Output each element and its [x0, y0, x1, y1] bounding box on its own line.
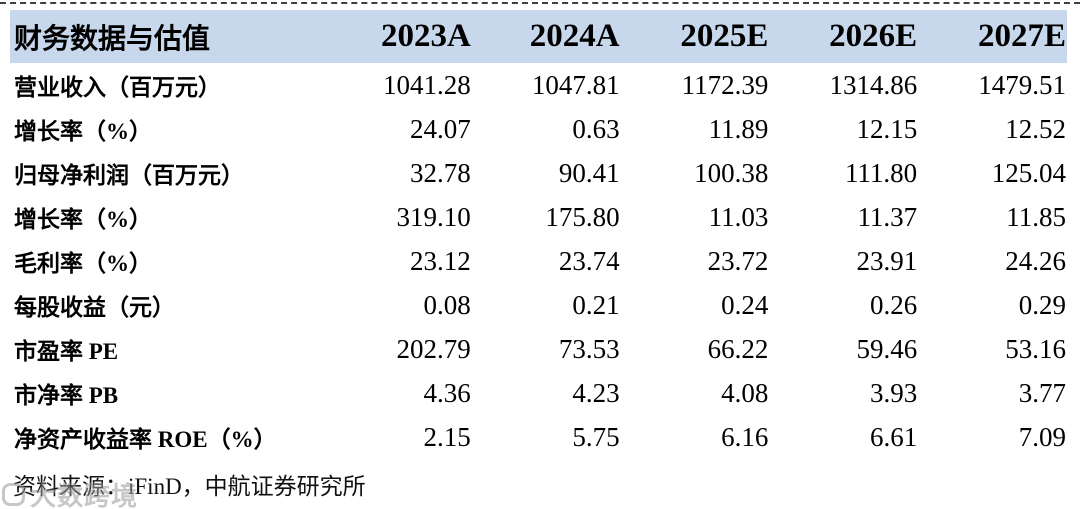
cell-value: 0.24: [721, 289, 769, 320]
cell-value: 11.37: [857, 201, 918, 232]
table-row-revenue-growth: 增长率（%） 24.07 0.63 11.89 12.15 12.52: [10, 107, 1067, 151]
table-row-eps: 每股收益（元） 0.08 0.21 0.24 0.26 0.29: [10, 283, 1067, 327]
cell-value: 3.93: [869, 377, 918, 408]
row-label: 归母净利润（百万元）: [14, 163, 244, 188]
cell-value: 202.79: [396, 333, 471, 364]
row-label: 增长率（%）: [14, 119, 152, 144]
cell-value: 11.03: [708, 201, 769, 232]
table-header-row: 财务数据与估值 2023A 2024A 2025E 2026E 2027E: [10, 10, 1067, 63]
cell-value: 1172.39: [681, 69, 769, 100]
cell-value: 66.22: [707, 333, 769, 364]
cell-value: 23.72: [707, 245, 769, 276]
cell-value: 23.74: [558, 245, 620, 276]
financial-data-table: 财务数据与估值 2023A 2024A 2025E 2026E 2027E 营业…: [10, 10, 1067, 459]
col-header-2024a: 2024A: [471, 10, 621, 63]
table-row-net-profit: 归母净利润（百万元） 32.78 90.41 100.38 111.80 125…: [10, 151, 1067, 195]
cell-value: 3.77: [1018, 377, 1066, 408]
cell-value: 53.16: [1005, 333, 1066, 364]
table-row-profit-growth: 增长率（%） 319.10 175.80 11.03 11.37 11.85: [10, 195, 1067, 239]
cell-value: 73.53: [558, 333, 620, 364]
top-dashed-divider: [0, 2, 1080, 4]
cell-value: 4.36: [423, 377, 471, 408]
cell-value: 59.46: [856, 333, 918, 364]
cell-value: 125.04: [991, 157, 1066, 188]
cell-value: 5.75: [572, 421, 620, 452]
cell-value: 11.89: [708, 113, 769, 144]
cell-value: 4.08: [721, 377, 769, 408]
cell-value: 319.10: [396, 201, 471, 232]
col-header-2023a: 2023A: [323, 10, 472, 63]
table-row-pe: 市盈率 PE 202.79 73.53 66.22 59.46 53.16: [10, 327, 1067, 371]
cell-value: 1047.81: [531, 69, 620, 100]
row-label: 净资产收益率 ROE（%）: [14, 427, 277, 452]
cell-value: 6.16: [721, 421, 769, 452]
cell-value: 1314.86: [829, 69, 918, 100]
row-label: 每股收益（元）: [14, 295, 175, 320]
cell-value: 24.26: [1005, 245, 1066, 276]
table-row-pb: 市净率 PB 4.36 4.23 4.08 3.93 3.77: [10, 371, 1067, 415]
table-row-revenue: 营业收入（百万元） 1041.28 1047.81 1172.39 1314.8…: [10, 63, 1067, 107]
cell-value: 0.08: [423, 289, 471, 320]
row-label: 毛利率（%）: [14, 251, 152, 276]
cell-value: 2.15: [423, 421, 471, 452]
cell-value: 1479.51: [978, 69, 1066, 100]
cell-value: 90.41: [558, 157, 620, 188]
cell-value: 23.12: [410, 245, 471, 276]
cell-value: 175.80: [545, 201, 620, 232]
cell-value: 11.85: [1006, 201, 1066, 232]
source-note: 资料来源：iFinD，中航证券研究所: [13, 474, 366, 499]
cell-value: 12.52: [1005, 113, 1066, 144]
cell-value: 23.91: [856, 245, 918, 276]
row-label: 营业收入（百万元）: [14, 75, 221, 100]
table-row-roe: 净资产收益率 ROE（%） 2.15 5.75 6.16 6.61 7.09: [10, 415, 1067, 459]
cell-value: 0.26: [869, 289, 918, 320]
cell-value: 7.09: [1018, 421, 1066, 452]
cell-value: 0.63: [572, 113, 620, 144]
col-header-2027e: 2027E: [918, 10, 1067, 63]
table-row-gross-margin: 毛利率（%） 23.12 23.74 23.72 23.91 24.26: [10, 239, 1067, 283]
cell-value: 1041.28: [383, 69, 471, 100]
col-header-2026e: 2026E: [769, 10, 919, 63]
cell-value: 6.61: [869, 421, 918, 452]
cell-value: 100.38: [694, 157, 769, 188]
row-label: 增长率（%）: [14, 207, 152, 232]
cell-value: 0.29: [1018, 289, 1066, 320]
row-label: 市盈率 PE: [14, 339, 119, 364]
cell-value: 111.80: [844, 157, 918, 188]
cell-value: 32.78: [410, 157, 471, 188]
cell-value: 24.07: [410, 113, 471, 144]
row-label: 市净率 PB: [14, 383, 119, 408]
cell-value: 4.23: [572, 377, 620, 408]
cell-value: 12.15: [856, 113, 918, 144]
col-header-2025e: 2025E: [620, 10, 770, 63]
table-title: 财务数据与估值: [10, 10, 323, 63]
cell-value: 0.21: [572, 289, 620, 320]
